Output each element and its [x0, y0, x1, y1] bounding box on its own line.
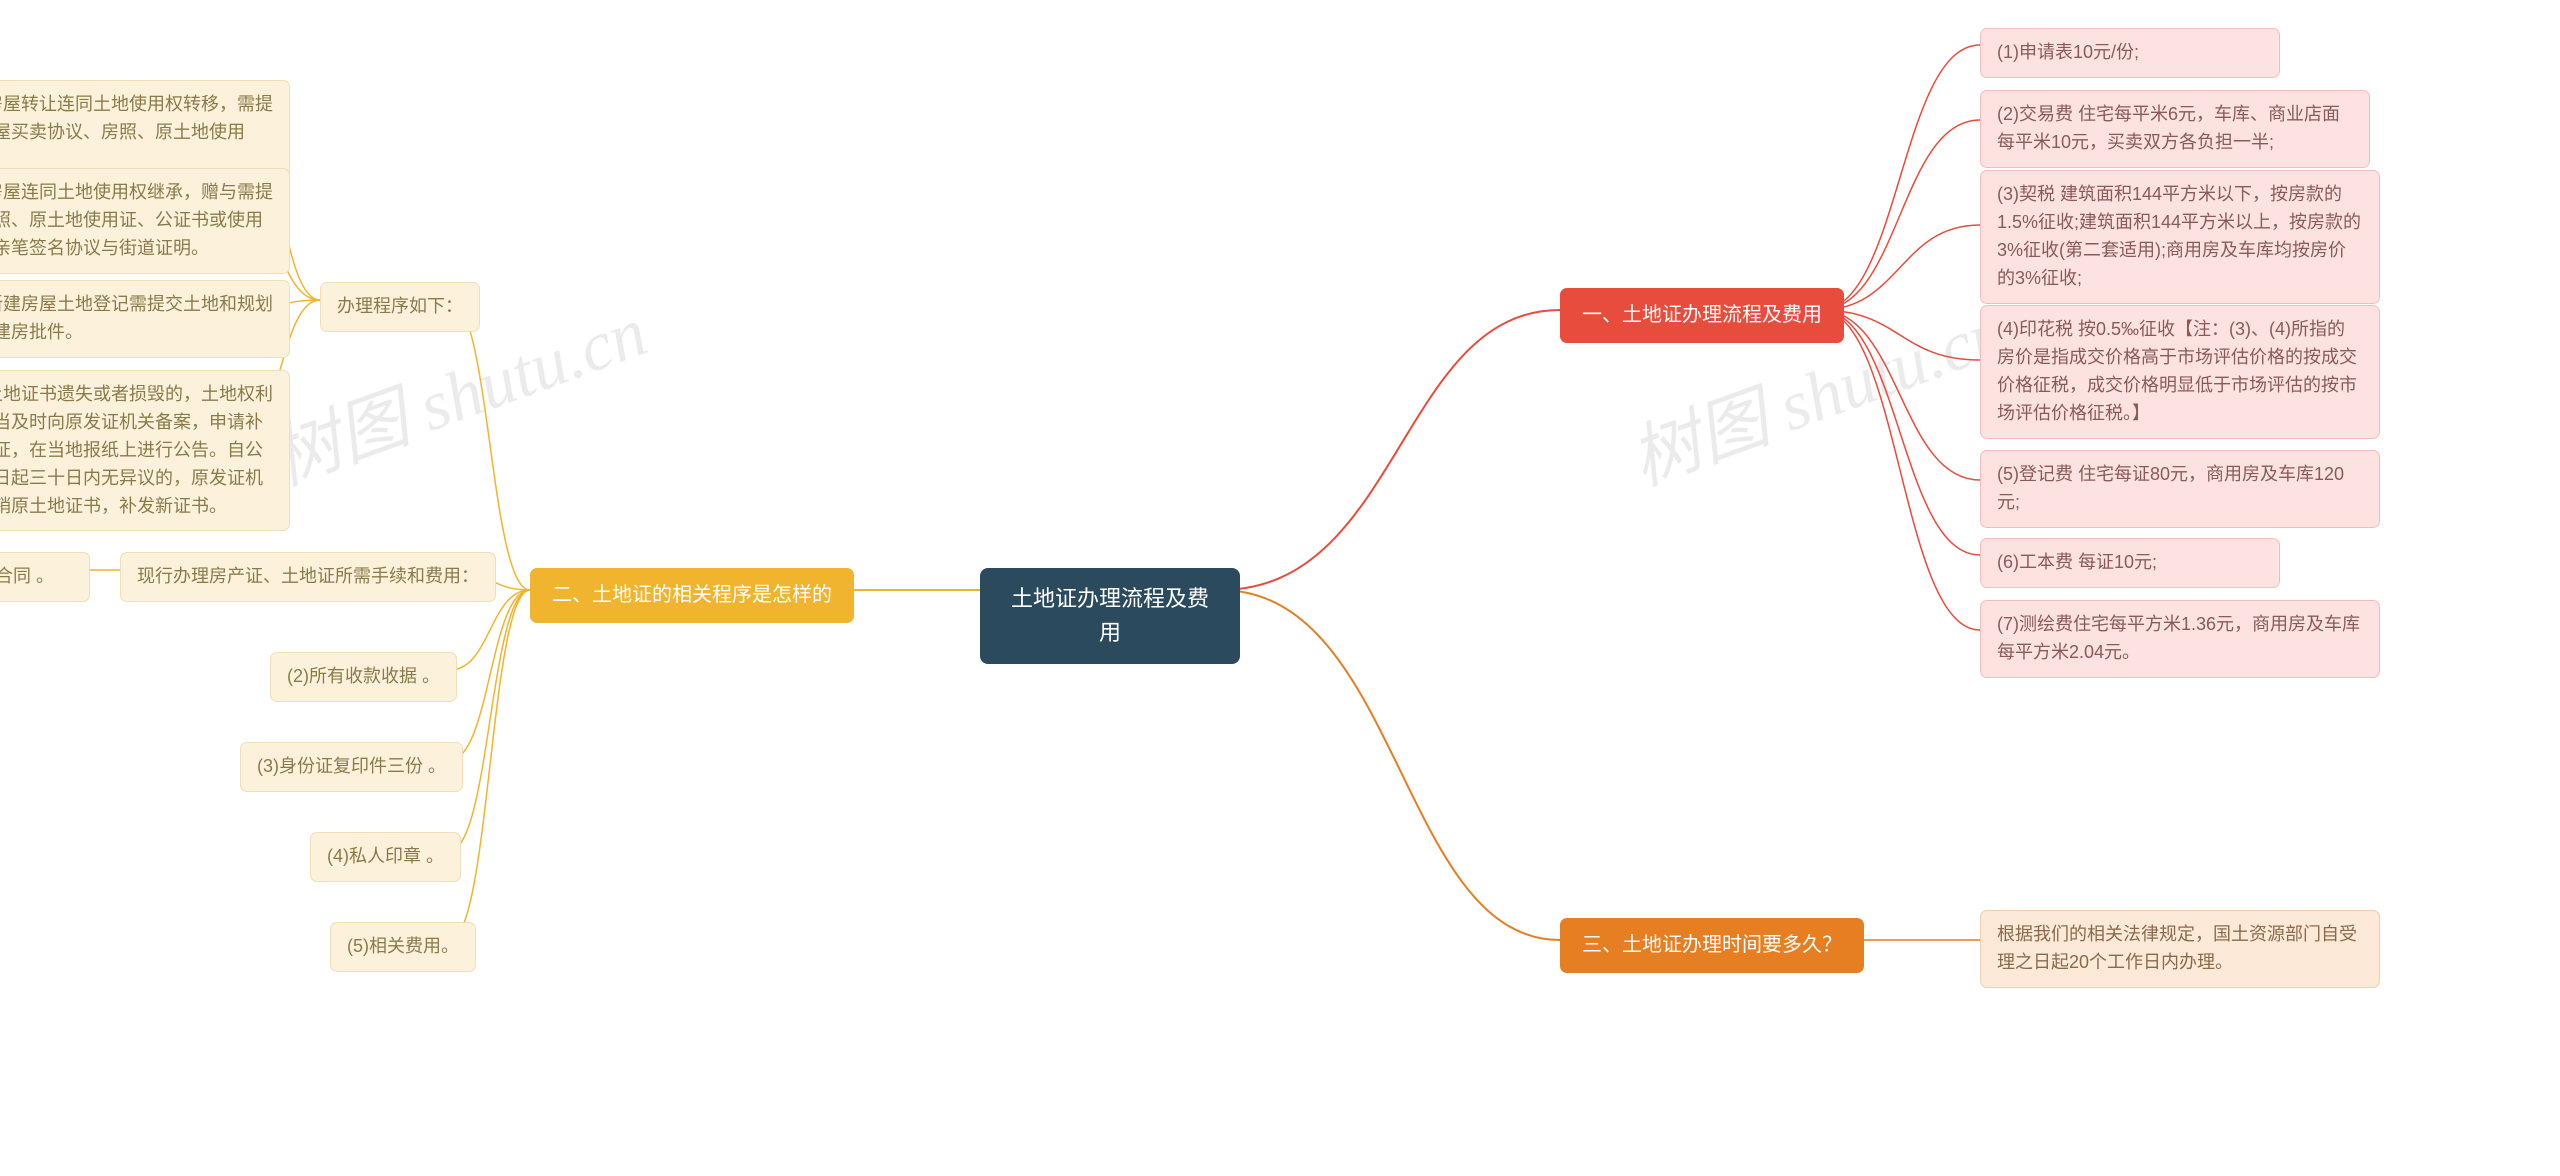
b2-sub1-item-2: 2、房屋连同土地使用权继承，赠与需提交房照、原土地使用证、公证书或使用权人亲笔签…	[0, 168, 290, 274]
b1-item-7: (7)测绘费住宅每平方米1.36元，商用房及车库每平方米2.04元。	[1980, 600, 2380, 678]
b2-tail-item-4: (4)私人印章 。	[310, 832, 461, 882]
b2-sub2-label: 现行办理房产证、土地证所需手续和费用：	[120, 552, 496, 602]
root-node: 土地证办理流程及费用	[980, 568, 1240, 664]
b2-sub1-item-3: 3、新建房屋土地登记需提交土地和规划部门建房批件。	[0, 280, 290, 358]
b2-tail-item-5: (5)相关费用。	[330, 922, 476, 972]
b1-item-5: (5)登记费 住宅每证80元，商用房及车库120元;	[1980, 450, 2380, 528]
b3-item: 根据我们的相关法律规定，国土资源部门自受理之日起20个工作日内办理。	[1980, 910, 2380, 988]
b1-item-1: (1)申请表10元/份;	[1980, 28, 2280, 78]
branch-1-node: 一、土地证办理流程及费用	[1560, 288, 1844, 343]
b1-item-3: (3)契税 建筑面积144平方米以下，按房款的1.5%征收;建筑面积144平方米…	[1980, 170, 2380, 304]
b1-item-4: (4)印花税 按0.5‰征收【注：(3)、(4)所指的房价是指成交价格高于市场评…	[1980, 305, 2380, 439]
b2-sub1-label: 办理程序如下：	[320, 282, 480, 332]
branch-3-node: 三、土地证办理时间要多久？	[1560, 918, 1864, 973]
b1-item-2: (2)交易费 住宅每平米6元，车库、商业店面每平米10元，买卖双方各负担一半;	[1980, 90, 2370, 168]
b1-item-6: (6)工本费 每证10元;	[1980, 538, 2280, 588]
b2-tail-item-3: (3)身份证复印件三份 。	[240, 742, 463, 792]
b2-sub1-item-4: 4、土地证书遗失或者损毁的，土地权利人应当及时向原发证机关备案，申请补发新证，在…	[0, 370, 290, 531]
branch-2-node: 二、土地证的相关程序是怎样的	[530, 568, 854, 623]
b2-tail-item-2: (2)所有收款收据 。	[270, 652, 457, 702]
b2-sub2-item: (1)买卖合同 。	[0, 552, 90, 602]
